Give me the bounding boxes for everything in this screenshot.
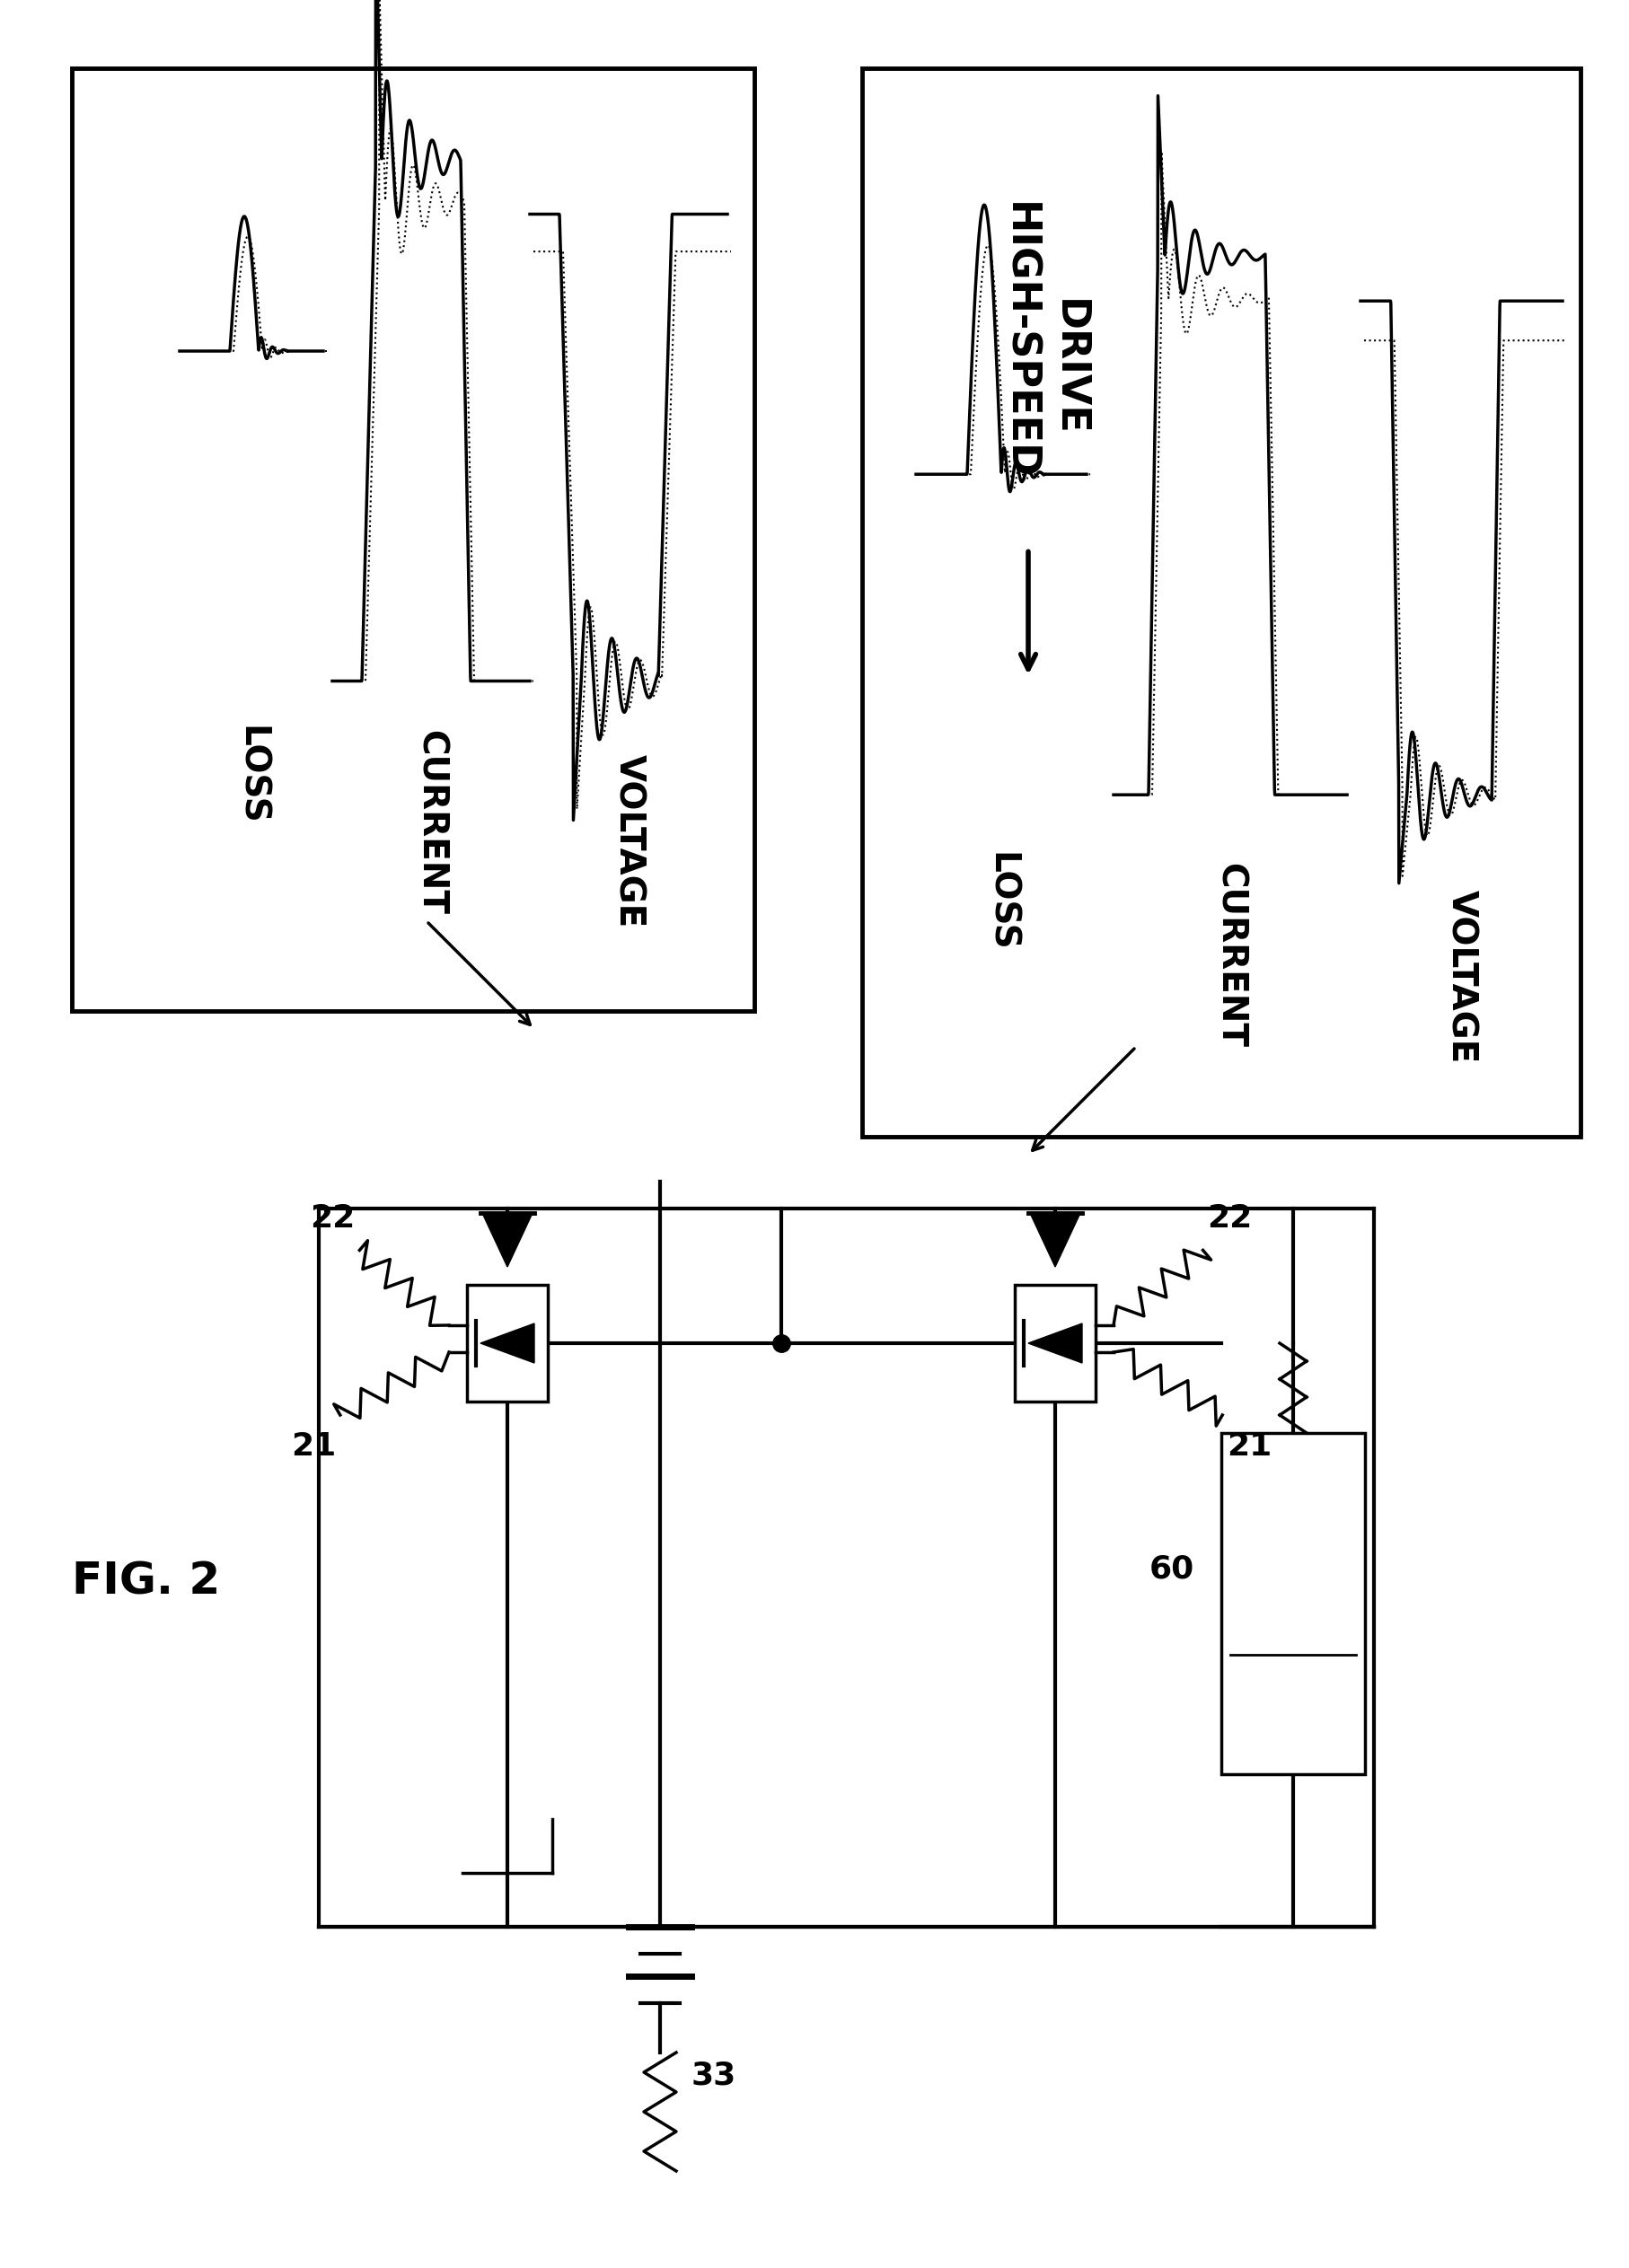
Text: CURRENT: CURRENT — [414, 730, 448, 914]
Text: DRIVE: DRIVE — [1049, 299, 1088, 435]
Text: CURRENT: CURRENT — [1214, 862, 1248, 1048]
Bar — [862, 68, 1580, 1136]
Bar — [468, 1286, 547, 1402]
Text: LOSS: LOSS — [235, 726, 269, 826]
Polygon shape — [482, 1213, 533, 1268]
Bar — [1222, 1433, 1365, 1774]
Text: 33: 33 — [691, 2059, 736, 2091]
Text: LOSS: LOSS — [984, 853, 1018, 950]
Text: 22: 22 — [310, 1204, 355, 1234]
Polygon shape — [1028, 1325, 1082, 1363]
Text: VOLTAGE: VOLTAGE — [611, 755, 645, 928]
Text: HIGH-SPEED: HIGH-SPEED — [1000, 202, 1039, 479]
Text: 22: 22 — [1207, 1204, 1253, 1234]
Polygon shape — [1030, 1213, 1080, 1268]
Text: VOLTAGE: VOLTAGE — [1445, 889, 1479, 1064]
Text: FIG. 2: FIG. 2 — [72, 1560, 220, 1603]
Text: 60: 60 — [1150, 1554, 1194, 1585]
Text: 21: 21 — [290, 1431, 336, 1461]
Bar — [1015, 1286, 1096, 1402]
Bar — [72, 68, 754, 1012]
Text: 21: 21 — [1227, 1431, 1272, 1461]
Polygon shape — [481, 1325, 534, 1363]
